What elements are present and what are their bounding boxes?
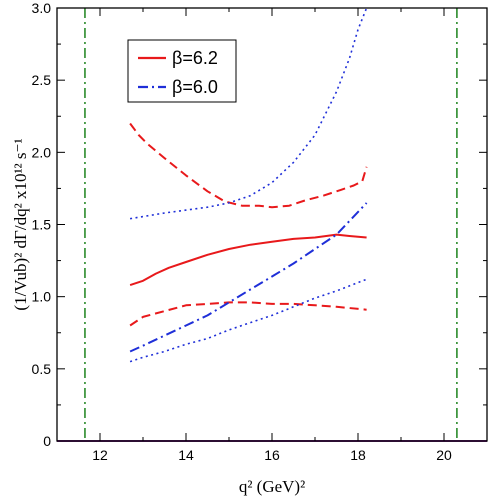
x-tick-label: 20	[436, 447, 452, 463]
series-line-3	[129, 202, 368, 353]
x-axis-ticks: 12 14 16 18 20	[56, 8, 488, 463]
series-layer	[129, 8, 368, 363]
series-line-1	[129, 122, 368, 209]
x-tick-label: 14	[178, 447, 194, 463]
series-line-2	[129, 301, 367, 327]
x-tick-label: 18	[350, 447, 366, 463]
legend: β=6.2 β=6.0	[127, 39, 237, 103]
y-tick-label: 1.5	[32, 217, 52, 233]
series-line-0	[129, 233, 367, 287]
legend-label-beta-6-0: β=6.0	[172, 77, 218, 97]
legend-box	[127, 39, 237, 103]
y-axis-ticks: 0 0.5 1.0 1.5 2.0 2.5 3.0	[32, 0, 487, 449]
legend-label-beta-6-2: β=6.2	[172, 48, 218, 68]
x-tick-label: 16	[264, 447, 280, 463]
y-tick-label: 1.0	[32, 289, 52, 305]
series-line-4	[129, 8, 368, 220]
x-axis-title: q² (GeV)²	[239, 477, 305, 496]
y-tick-label: 2.0	[32, 144, 52, 160]
y-tick-label: 0.5	[32, 361, 52, 377]
y-axis-title: (1/Vub)² dΓ/dq² x10¹² s⁻¹	[11, 138, 30, 310]
series-line-5	[129, 278, 367, 363]
y-tick-label: 3.0	[32, 0, 52, 16]
y-tick-label: 2.5	[32, 72, 52, 88]
x-tick-label: 12	[92, 447, 108, 463]
y-tick-label: 0	[43, 433, 51, 449]
vertical-reference-lines	[84, 8, 458, 441]
plot-frame	[56, 7, 488, 442]
